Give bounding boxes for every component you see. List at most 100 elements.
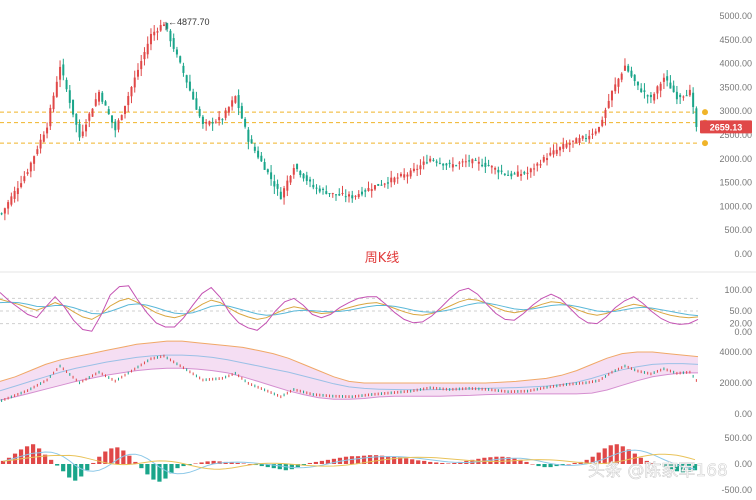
candle-body bbox=[672, 85, 675, 93]
candle bbox=[416, 164, 419, 177]
candle-body bbox=[461, 161, 464, 163]
candle-body bbox=[636, 81, 639, 86]
candle bbox=[578, 134, 581, 146]
macd-bar bbox=[85, 464, 90, 471]
candle-body bbox=[503, 173, 506, 175]
price-axis-tick-7: 1500.00 bbox=[719, 178, 752, 188]
macd-line-macd_dea bbox=[2, 453, 696, 470]
candle-body bbox=[695, 108, 698, 127]
candle-body bbox=[396, 177, 399, 179]
candle bbox=[688, 84, 691, 97]
candle-body bbox=[490, 166, 493, 168]
macd-bar bbox=[289, 464, 294, 470]
macd-bar bbox=[386, 456, 391, 464]
candle bbox=[260, 151, 263, 162]
price-axis-tick-10: 0.00 bbox=[734, 249, 752, 259]
candle-body bbox=[682, 96, 685, 98]
candle bbox=[555, 143, 558, 157]
candle bbox=[406, 172, 409, 184]
candle-body bbox=[513, 173, 516, 175]
candle bbox=[399, 172, 402, 178]
candle-body bbox=[523, 172, 526, 174]
macd-bar bbox=[73, 464, 78, 481]
candle-body bbox=[679, 94, 682, 98]
candle bbox=[185, 74, 188, 89]
candle bbox=[412, 162, 415, 173]
candle bbox=[328, 193, 331, 198]
macd-bar bbox=[416, 460, 421, 464]
macd-bar bbox=[229, 462, 234, 464]
candle-body bbox=[179, 56, 182, 63]
candle-body bbox=[435, 161, 438, 163]
macd-bar bbox=[55, 464, 60, 466]
candle bbox=[377, 183, 380, 186]
candle bbox=[422, 156, 425, 170]
candle-body bbox=[140, 60, 143, 70]
candle-body bbox=[98, 91, 101, 102]
candle bbox=[91, 108, 94, 117]
candle bbox=[341, 185, 344, 196]
candle bbox=[692, 87, 695, 114]
macd-bar bbox=[295, 464, 300, 468]
candle bbox=[120, 114, 123, 121]
candle bbox=[659, 81, 662, 98]
candle bbox=[429, 155, 432, 163]
candle bbox=[438, 157, 441, 165]
candle-body bbox=[328, 193, 331, 195]
candle-body bbox=[448, 162, 451, 164]
candle-body bbox=[247, 129, 250, 142]
candle-body bbox=[386, 182, 389, 184]
candle-body bbox=[594, 131, 597, 134]
candle-body bbox=[55, 81, 58, 97]
candle-body bbox=[409, 170, 412, 177]
macd-bar bbox=[175, 464, 180, 469]
candle bbox=[575, 137, 578, 144]
candle-body bbox=[49, 107, 52, 127]
candle-body bbox=[516, 171, 519, 177]
candle-body bbox=[114, 121, 117, 131]
macd-bar bbox=[674, 464, 680, 472]
band-series-band_upper bbox=[0, 340, 699, 384]
macd-bar bbox=[0, 460, 6, 464]
candle-body bbox=[94, 99, 97, 106]
candle bbox=[78, 119, 81, 141]
candle-body bbox=[484, 162, 487, 167]
candle bbox=[607, 93, 610, 109]
macd-bar bbox=[656, 464, 661, 466]
candle bbox=[279, 187, 282, 200]
candle-body bbox=[10, 196, 13, 205]
candle-body bbox=[341, 192, 344, 195]
candle bbox=[175, 46, 178, 58]
candle-body bbox=[81, 131, 84, 137]
macd-bar bbox=[109, 448, 114, 464]
candle bbox=[179, 55, 182, 64]
candle bbox=[257, 146, 260, 160]
candle-body bbox=[451, 164, 454, 168]
candle bbox=[507, 170, 510, 176]
candle-body bbox=[581, 135, 584, 139]
candle bbox=[409, 168, 412, 179]
candle-body bbox=[208, 121, 211, 125]
macd-bar bbox=[398, 457, 403, 464]
candle bbox=[620, 72, 623, 83]
macd-bar bbox=[644, 460, 649, 464]
candle bbox=[201, 115, 204, 129]
candle-body bbox=[101, 92, 104, 102]
candle bbox=[497, 166, 500, 180]
candle bbox=[133, 70, 136, 93]
candle bbox=[117, 118, 120, 133]
candle-body bbox=[445, 163, 448, 166]
candle bbox=[685, 89, 688, 97]
candle bbox=[88, 111, 91, 128]
candle-body bbox=[438, 162, 441, 164]
candle-body bbox=[0, 213, 3, 215]
macd-bar bbox=[331, 458, 337, 464]
candle bbox=[140, 54, 143, 77]
candle bbox=[448, 159, 451, 168]
candle bbox=[591, 128, 594, 139]
candle-body bbox=[471, 159, 474, 164]
macd-bar bbox=[325, 459, 331, 464]
macd-bar bbox=[145, 464, 150, 475]
macd-bar bbox=[187, 464, 192, 466]
